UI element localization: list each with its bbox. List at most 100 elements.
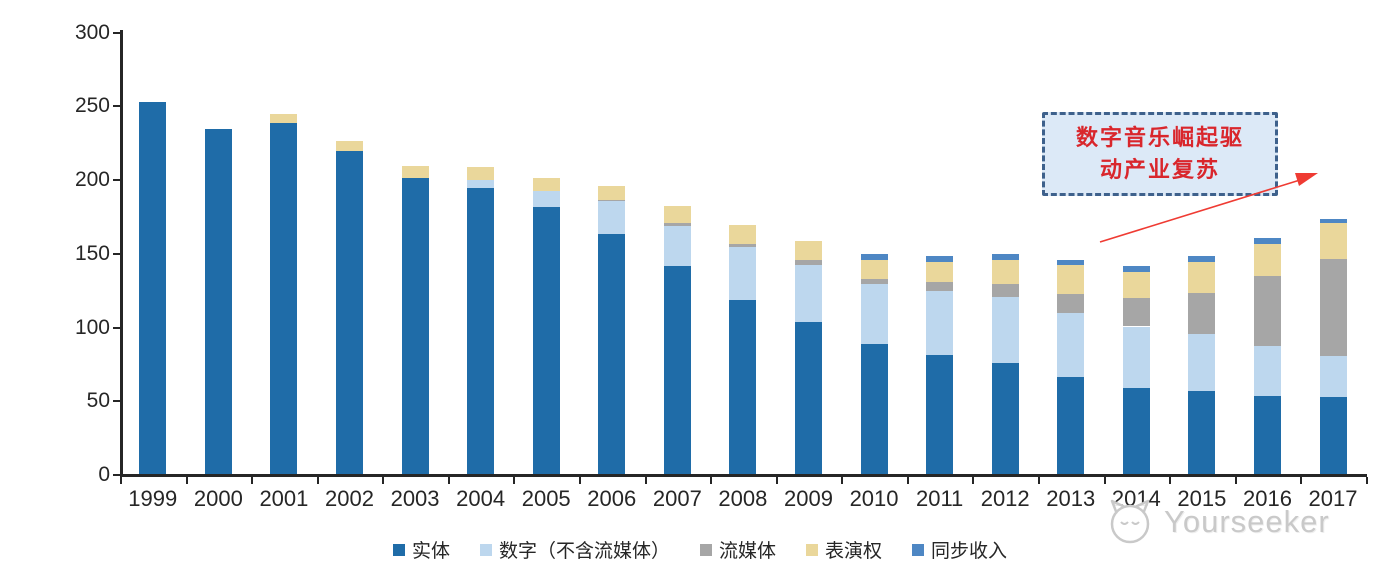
x-axis-tick <box>841 477 844 484</box>
legend-swatch <box>699 543 712 556</box>
legend-label: 表演权 <box>825 541 883 562</box>
x-axis-label-2009: 2009 <box>784 486 833 511</box>
bar-segment-2012 <box>991 283 1019 297</box>
x-axis-tick <box>972 477 975 484</box>
legend-label: 实体 <box>411 541 450 562</box>
bar-segment-2013 <box>1057 376 1085 474</box>
x-axis-tick <box>382 477 385 484</box>
annotation-text-line-1: 数字音乐崛起驱 <box>1075 125 1244 150</box>
bar-segment-2004 <box>467 187 495 474</box>
x-axis-tick <box>644 477 647 484</box>
x-axis-label-2006: 2006 <box>587 486 637 511</box>
bar-segment-2010 <box>860 344 888 474</box>
bar-segment-2010 <box>860 260 888 280</box>
x-axis-label-2007: 2007 <box>652 486 702 511</box>
x-axis-tick <box>1234 477 1237 484</box>
bar-segment-2010 <box>860 279 888 284</box>
bar-segment-2008 <box>729 246 757 300</box>
bar-segment-2003 <box>401 177 429 474</box>
x-axis-tick <box>1365 477 1368 484</box>
bar-segment-2002 <box>335 150 363 474</box>
bar-segment-2011 <box>926 282 954 292</box>
x-axis-label-2005: 2005 <box>521 486 571 511</box>
bar-segment-2013 <box>1057 264 1085 295</box>
bar-segment-2006 <box>598 233 626 474</box>
x-axis-label-2010: 2010 <box>849 486 899 511</box>
y-axis-tick-label: 250 <box>74 94 110 118</box>
bar-segment-2016 <box>1253 238 1281 244</box>
legend-swatch <box>392 543 405 556</box>
bar-segment-2003 <box>401 165 429 178</box>
annotation-callout-box: 数字音乐崛起驱 动产业复苏 <box>1042 112 1278 196</box>
bar-segment-2001 <box>270 122 298 474</box>
x-axis-tick <box>120 477 122 484</box>
bar-segment-2015 <box>1188 391 1216 474</box>
bar-segment-2009 <box>794 264 822 323</box>
y-axis-tick <box>113 252 121 255</box>
x-axis-tick <box>775 477 778 484</box>
bar-segment-2015 <box>1188 255 1216 262</box>
watermark-text: Yourseeker <box>1164 504 1330 539</box>
bar-segment-2013 <box>1057 313 1085 377</box>
legend-label: 流媒体 <box>718 541 776 562</box>
bar-segment-2014 <box>1122 326 1150 389</box>
y-axis-tick-label: 200 <box>74 168 110 191</box>
y-axis-tick-label: 50 <box>86 389 110 413</box>
x-axis-tick <box>251 477 254 484</box>
bar-segment-2016 <box>1253 345 1281 396</box>
bar-segment-2007 <box>663 226 691 266</box>
x-axis-label-2015: 2015 <box>1177 486 1227 511</box>
bar-segment-2017 <box>1319 218 1347 224</box>
x-axis-label-2004: 2004 <box>456 486 506 511</box>
legend-item: 数字（不含流媒体） <box>479 536 670 563</box>
bar-segment-2004 <box>467 180 495 188</box>
bar-segment-2010 <box>860 283 888 345</box>
x-axis-tick <box>1300 477 1303 484</box>
bar-segment-2002 <box>335 140 363 151</box>
legend-item: 同步收入 <box>912 536 1007 563</box>
y-axis-tick-label: 150 <box>74 241 110 265</box>
legend-swatch <box>912 543 925 556</box>
cat-face-icon <box>1110 499 1150 544</box>
x-axis-tick <box>513 477 516 484</box>
bar-segment-2009 <box>794 240 822 261</box>
bar-segment-2017 <box>1319 258 1347 356</box>
bar-segment-2015 <box>1188 333 1216 392</box>
bar-segment-2000 <box>204 128 232 474</box>
bar-segment-2008 <box>729 224 757 244</box>
bar-segment-2013 <box>1057 294 1085 314</box>
bar-segment-2007 <box>663 223 691 227</box>
x-axis-line <box>120 474 1367 477</box>
bar-segment-2015 <box>1188 292 1216 334</box>
bar-segment-2005 <box>532 190 560 208</box>
bar-segment-2016 <box>1253 243 1281 277</box>
x-axis-tick <box>1169 477 1172 484</box>
bar-segment-2012 <box>991 297 1019 364</box>
bar-segment-2008 <box>729 243 757 247</box>
bar-segment-2015 <box>1188 261 1216 293</box>
x-axis-tick <box>906 477 909 484</box>
x-axis-label-1999: 1999 <box>128 486 178 511</box>
legend-label: 同步收入 <box>931 541 1008 562</box>
bar-segment-2006 <box>598 199 626 202</box>
bar-segment-2011 <box>926 291 954 355</box>
bar-segment-2017 <box>1319 223 1347 259</box>
x-axis-label-2011: 2011 <box>915 486 964 511</box>
watermark: Yourseeker <box>1102 498 1330 546</box>
bar-segment-2011 <box>926 261 954 283</box>
x-axis-label-2000: 2000 <box>193 486 243 511</box>
y-axis-tick-label: 0 <box>98 463 110 486</box>
y-axis-line <box>120 30 123 477</box>
x-axis-tick <box>578 477 581 484</box>
legend-item: 实体 <box>392 536 450 563</box>
bar-segment-2007 <box>663 205 691 224</box>
bar-segment-2011 <box>926 255 954 262</box>
bar-segment-2013 <box>1057 260 1085 265</box>
bar-segment-2017 <box>1319 356 1347 398</box>
x-axis-label-2017: 2017 <box>1308 486 1358 511</box>
bar-segment-1999 <box>139 102 167 474</box>
y-axis-tick-label: 300 <box>74 20 110 44</box>
legend-swatch <box>806 543 818 556</box>
x-axis-tick <box>710 477 713 484</box>
bar-segment-2012 <box>991 260 1019 284</box>
